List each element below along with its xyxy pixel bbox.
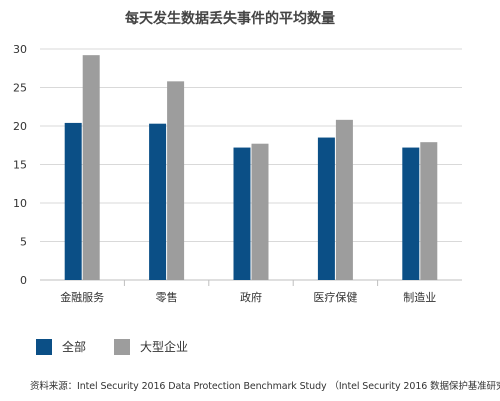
x-tick-label: 金融服务: [60, 290, 104, 304]
legend-label-large-enterprise: 大型企业: [140, 340, 189, 354]
bar-large-enterprise: [335, 119, 353, 280]
y-tick-label: 10: [13, 197, 27, 210]
bar-all: [233, 147, 251, 280]
legend-item-large-enterprise: 大型企业: [114, 338, 188, 355]
x-tick-label: 政府: [240, 290, 262, 304]
y-tick-label: 25: [13, 82, 27, 95]
y-tick-label: 0: [20, 274, 27, 287]
y-tick-label: 20: [13, 120, 27, 133]
y-tick-label: 15: [13, 159, 27, 172]
bar-all: [317, 137, 335, 280]
x-tick-label: 零售: [156, 290, 178, 304]
bar-large-enterprise: [420, 142, 438, 280]
bar-large-enterprise: [251, 143, 269, 280]
bar-all: [64, 122, 82, 280]
legend-item-all: 全部: [36, 338, 86, 355]
bar-large-enterprise: [82, 55, 100, 280]
y-tick-label: 30: [13, 43, 27, 56]
legend-label-all: 全部: [62, 340, 87, 354]
x-tick-label: 制造业: [403, 290, 436, 304]
bar-all: [149, 123, 167, 280]
legend: 全部 大型企业: [36, 338, 216, 355]
x-tick-label: 医疗保健: [313, 290, 357, 304]
bar-all: [402, 147, 420, 280]
legend-swatch-large-enterprise: [114, 338, 131, 355]
chart-title: 每天发生数据丢失事件的平均数量: [125, 11, 335, 27]
y-tick-label: 5: [20, 236, 27, 249]
legend-swatch-all: [36, 338, 52, 355]
bar-large-enterprise: [167, 81, 185, 280]
source-note: 资料来源：Intel Security 2016 Data Protection…: [30, 381, 500, 392]
